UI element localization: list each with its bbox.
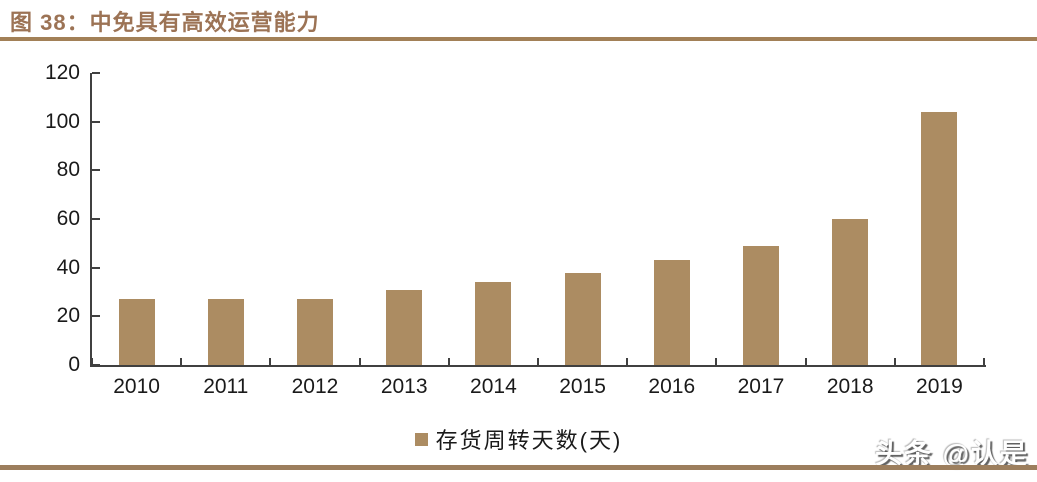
y-tick	[92, 266, 100, 269]
x-tick	[804, 358, 807, 365]
y-tick-label: 20	[56, 304, 80, 328]
x-tick-label: 2017	[737, 375, 785, 398]
x-tick-label: 2011	[203, 375, 249, 398]
bar-2017	[743, 245, 779, 365]
y-tick-label: 100	[44, 109, 80, 133]
y-axis-line	[90, 73, 92, 367]
bar-2010	[118, 299, 155, 365]
x-tick-label: 2019	[916, 375, 963, 398]
y-tick	[92, 120, 100, 123]
bar-2016	[653, 260, 690, 365]
x-tick-label: 2015	[559, 375, 606, 398]
y-tick-label: 0	[68, 353, 80, 376]
y-tick	[92, 218, 100, 220]
bar-2015	[564, 272, 601, 365]
y-tick	[92, 72, 100, 74]
bar-chart: 0 20 40 60 80 100 120 2010 2011 2012 2013 2014 2015 2…	[45, 61, 986, 408]
legend-label: 存货周转天数(天)	[435, 428, 623, 453]
x-tick	[626, 358, 629, 365]
y-tick-label: 120	[44, 61, 80, 84]
y-tick-label: 80	[56, 158, 80, 182]
x-tick	[537, 358, 539, 365]
chart-legend: 存货周转天数(天)	[0, 423, 1037, 455]
x-tick-label: 2010	[113, 375, 160, 398]
x-tick-label: 2018	[826, 375, 874, 398]
bar-2013	[386, 289, 423, 365]
x-tick	[447, 358, 450, 365]
y-tick-label: 60	[56, 207, 80, 230]
x-tick-label: 2012	[291, 375, 339, 398]
bar-2018	[832, 219, 869, 365]
bar-2011	[207, 299, 244, 365]
x-tick-label: 2016	[648, 375, 696, 398]
x-tick	[358, 358, 361, 365]
title-rule	[0, 37, 1037, 41]
x-tick	[715, 358, 718, 365]
y-tick-label: 40	[56, 255, 80, 279]
bar-2012	[297, 299, 333, 365]
bottom-rule	[0, 465, 1037, 470]
legend-swatch	[414, 432, 428, 446]
x-tick	[91, 358, 93, 365]
watermark-text: 头条 @认是	[875, 439, 1029, 469]
y-tick	[92, 169, 100, 172]
x-tick	[180, 358, 183, 365]
bar-2014	[475, 282, 512, 365]
bar-2019	[921, 111, 958, 365]
figure-title: 图 38：中免具有高效运营能力	[10, 10, 320, 35]
x-axis-line	[90, 365, 986, 367]
x-tick-label: 2014	[470, 375, 517, 398]
x-tick	[983, 358, 985, 365]
x-tick-label: 2013	[380, 375, 428, 398]
y-tick	[92, 364, 100, 366]
y-tick	[92, 315, 100, 318]
x-tick	[269, 358, 272, 365]
x-tick	[893, 358, 896, 365]
